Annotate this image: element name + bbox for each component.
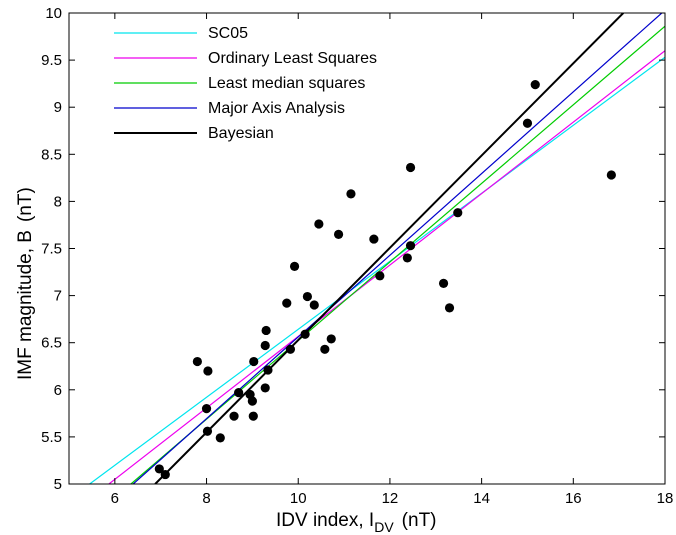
fit-lines [89,13,665,484]
data-point [160,469,170,480]
data-point [333,229,344,239]
data-point [405,162,416,173]
data-point [282,298,292,308]
data-point [261,325,271,336]
y-tick-label: 8 [54,193,62,210]
x-tick-label: 12 [382,490,399,507]
data-point [453,208,463,218]
y-tick-label: 6.5 [41,335,62,352]
x-tick-label: 10 [290,490,307,507]
fit-line-4 [132,13,663,484]
y-tick-label: 7 [54,288,62,305]
data-point [606,170,616,180]
legend: SC05 Ordinary Least Squares Least median s… [114,25,377,142]
x-tick-label: 6 [111,490,119,507]
data-point [320,344,330,354]
data-point [375,271,385,281]
y-tick-label: 8.5 [41,146,62,163]
data-point [260,383,270,393]
data-point [369,234,379,244]
x-tick-label: 14 [473,490,490,507]
plot-area [69,13,665,484]
data-point [247,396,257,406]
data-point [260,340,270,351]
fit-line-2 [108,50,665,484]
data-point [289,261,300,271]
data-point [202,426,213,436]
y-tick-label: 6 [54,382,62,399]
data-point [309,300,319,310]
y-tick-label: 5 [54,476,62,493]
data-point [234,388,244,398]
data-point [405,241,416,251]
plot-frame [68,12,666,485]
y-axis-label: IMF magnitude, B (nT) [15,187,36,380]
data-point [263,365,273,375]
data-point [444,303,455,313]
legend-label: SC05 [208,25,248,42]
data-point [314,219,324,229]
x-axis-label-subscript: DV [374,519,394,535]
data-point [530,79,540,90]
data-point [215,433,225,443]
x-axis-label-unit: (nT) [402,510,437,531]
y-tick-label: 9 [54,99,62,116]
x-tick-label: 18 [657,490,674,507]
fit-line-1 [89,56,665,484]
data-point [285,344,296,354]
data-point [326,334,336,344]
legend-label: Major Axis Analysis [208,100,345,117]
data-point [300,329,310,339]
fit-line-5 [154,13,624,484]
y-tick-label: 5.5 [41,429,62,446]
fit-line-3 [130,25,665,484]
data-point [201,404,212,414]
scatter-points [154,79,616,480]
data-point [229,411,239,421]
x-tick-label: 8 [202,490,210,507]
data-point [154,464,164,474]
x-axis-label-main: IDV index, I [276,510,374,531]
data-point [248,411,258,421]
data-point [522,118,533,128]
y-tick-label: 7.5 [41,241,62,258]
data-point [192,356,202,367]
y-axis-label-main: IMF magnitude, B [15,230,36,380]
x-axis-label: IDV index, IDV (nT) [276,510,437,535]
y-tick-label: 10 [45,5,62,22]
data-point [249,356,259,367]
x-tick-label: 16 [565,490,582,507]
tick-labels: 6 8 10 12 14 16 18 5 5.5 6 6.5 7 7.5 8 8.5 9 9.5 10 [41,5,673,507]
legend-label: Bayesian [208,125,274,142]
data-point [203,366,213,376]
data-point [402,253,412,263]
legend-label: Least median squares [208,75,365,92]
data-point [302,291,312,302]
y-tick-label: 9.5 [41,52,62,69]
y-axis-label-unit: (nT) [15,187,36,222]
data-point [346,189,356,199]
data-point [438,278,449,288]
legend-label: Ordinary Least Squares [208,50,377,67]
